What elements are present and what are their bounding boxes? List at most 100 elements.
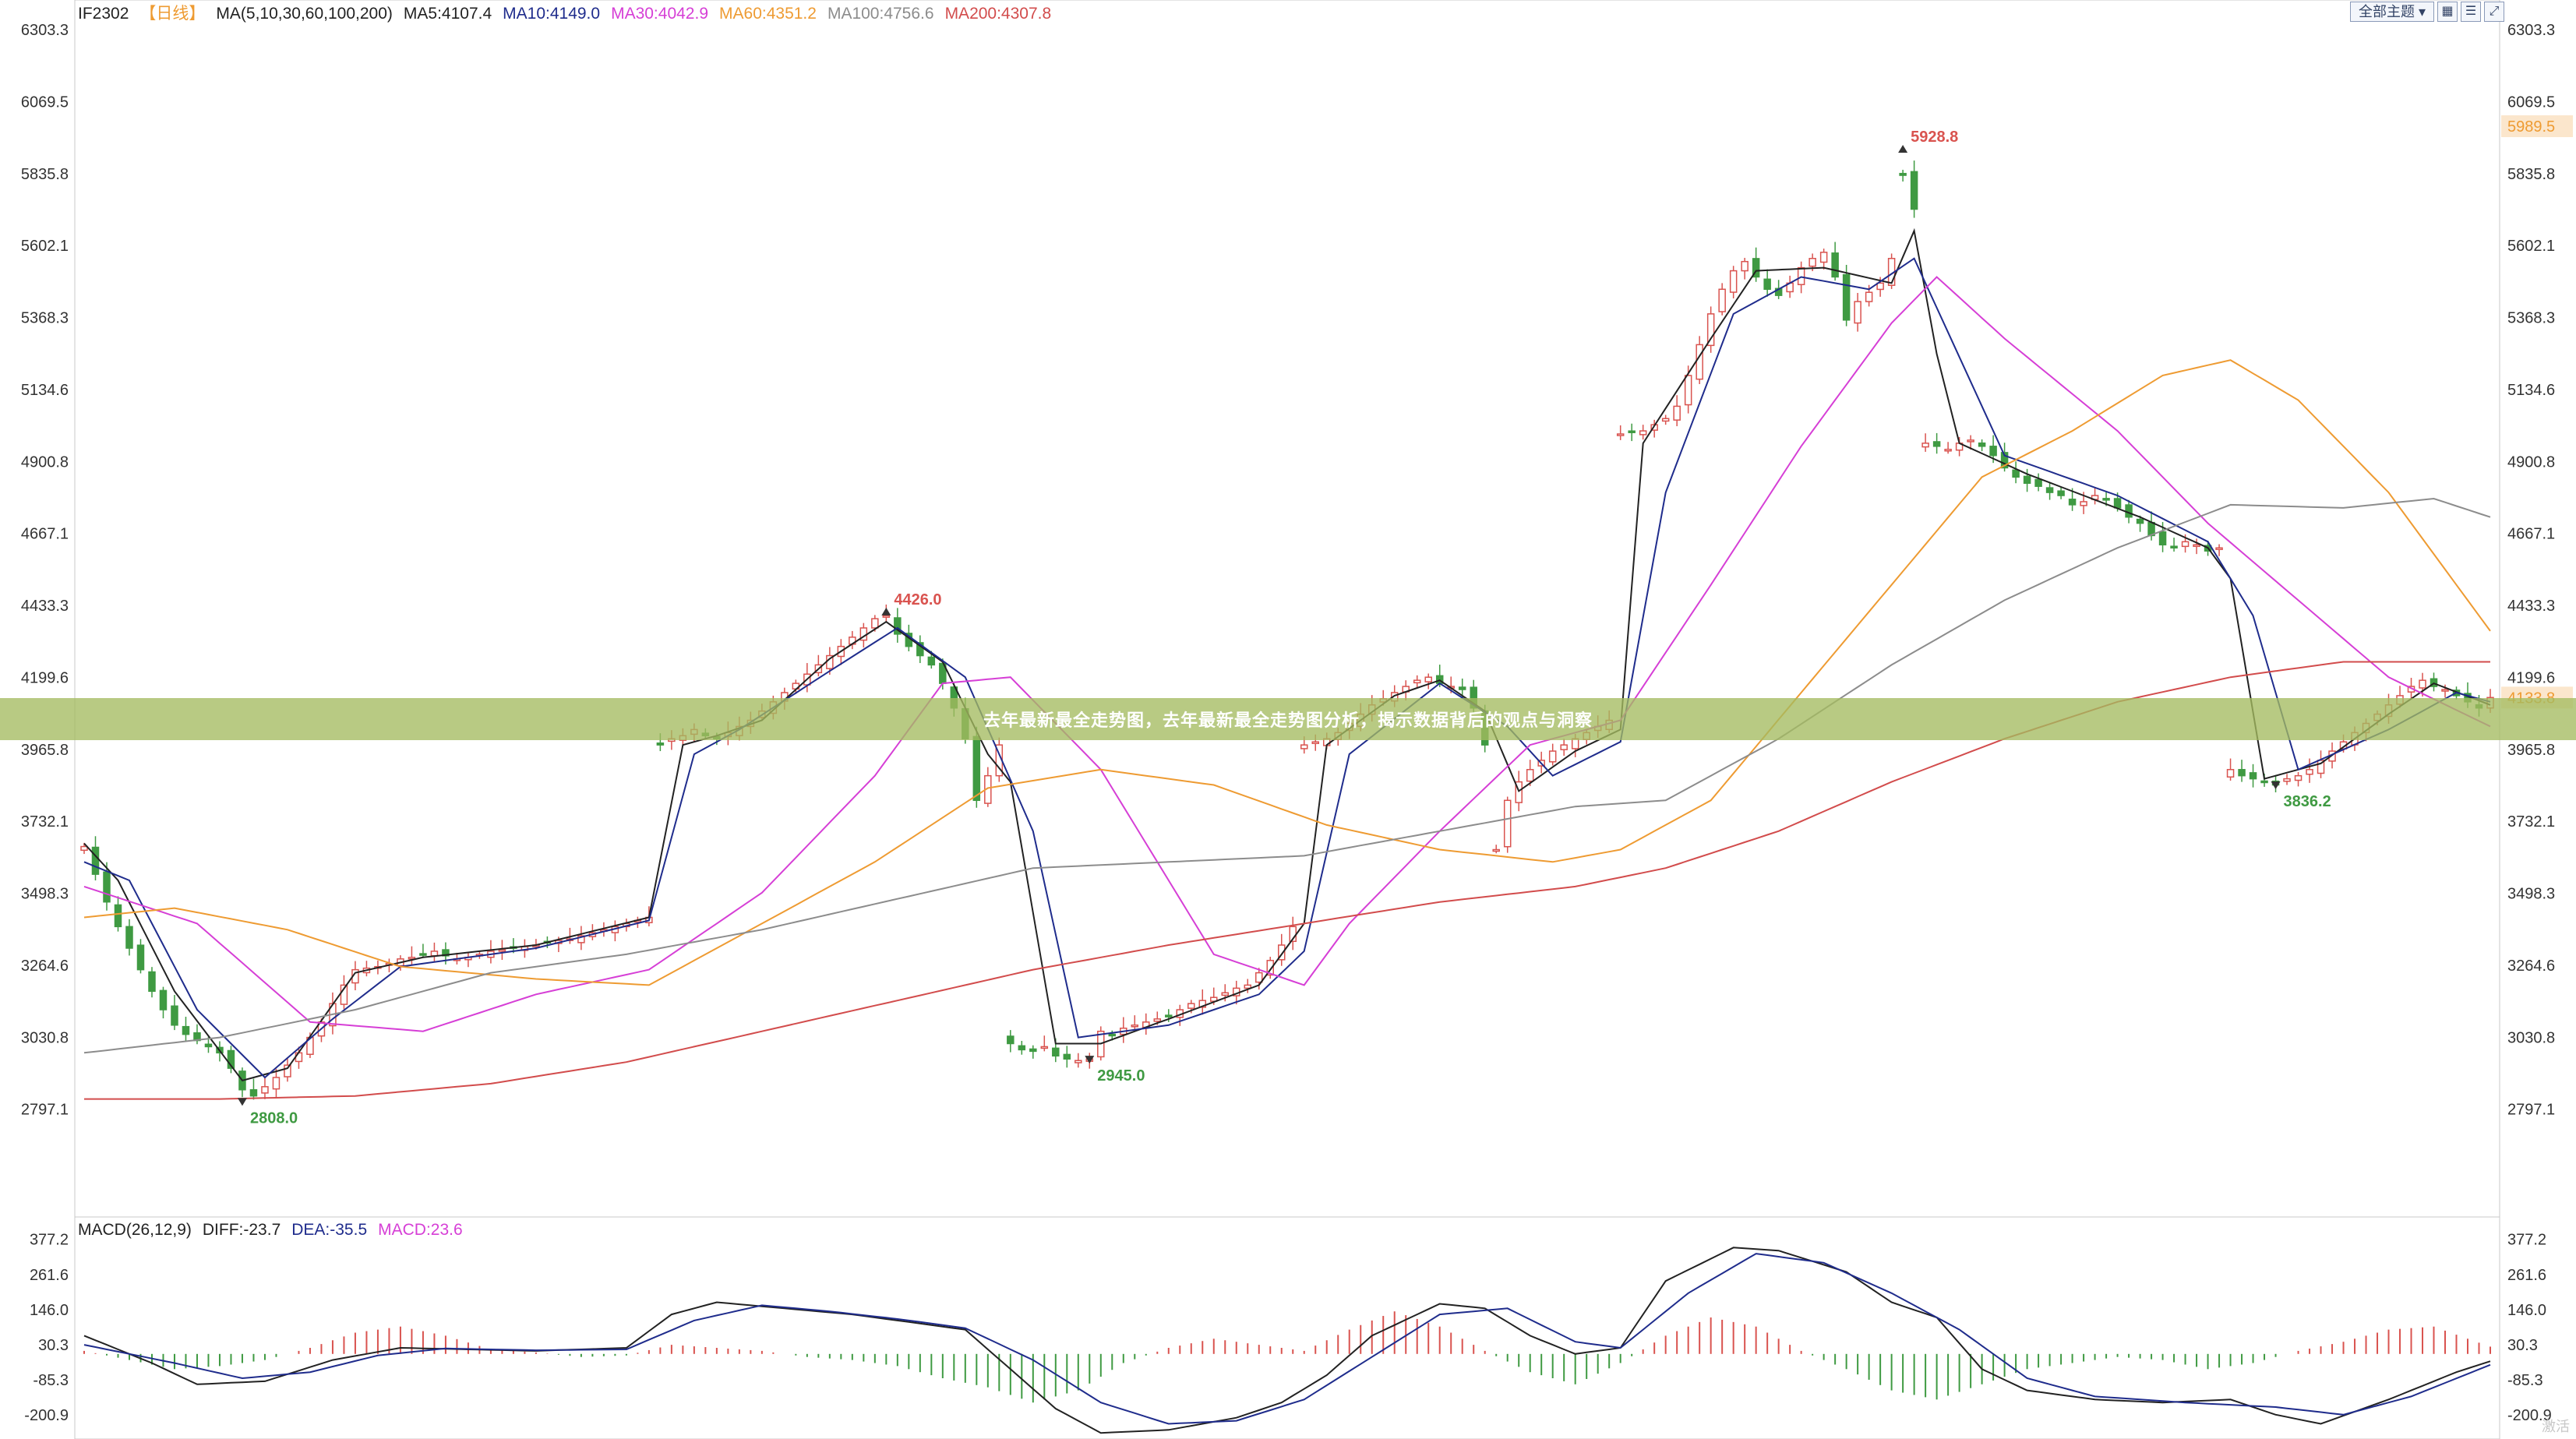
candle bbox=[1198, 989, 1207, 1015]
macd-y-tick-left: 377.2 bbox=[30, 1232, 69, 1249]
candle-body bbox=[80, 845, 88, 852]
candle bbox=[1266, 957, 1275, 979]
extreme-marker bbox=[881, 607, 891, 615]
expand-icon[interactable]: ⤢ bbox=[2484, 2, 2504, 22]
candle-body bbox=[2000, 452, 2009, 469]
candle-body bbox=[1187, 1003, 1195, 1009]
candle bbox=[1075, 1053, 1082, 1068]
candle-body bbox=[159, 989, 168, 1010]
candle bbox=[2000, 443, 2009, 472]
candle bbox=[1854, 293, 1861, 332]
candle bbox=[916, 635, 924, 664]
y-tick-label-left: 4900.8 bbox=[21, 453, 69, 471]
candle bbox=[1120, 1017, 1127, 1043]
candle-body bbox=[1153, 1018, 1162, 1022]
candle-body bbox=[1515, 781, 1523, 803]
candle bbox=[2023, 468, 2031, 492]
y-tick-label-right: 5134.6 bbox=[2507, 382, 2555, 399]
candle-body bbox=[1842, 273, 1851, 321]
y-tick-label-left: 4667.1 bbox=[21, 526, 69, 543]
candle-body bbox=[2306, 769, 2313, 775]
candle bbox=[2441, 684, 2449, 698]
candle-body bbox=[1876, 282, 1884, 291]
candle-body bbox=[1018, 1045, 1026, 1051]
candle-body bbox=[2057, 490, 2065, 496]
candle-body bbox=[419, 953, 427, 956]
legend-entry: MA30:4042.9 bbox=[611, 5, 708, 23]
grid-icon[interactable]: ▦ bbox=[2437, 2, 2458, 22]
candle bbox=[362, 961, 371, 977]
candle bbox=[1921, 433, 1929, 452]
low-label: 2945.0 bbox=[1097, 1067, 1145, 1085]
candle-body bbox=[442, 949, 450, 957]
candle bbox=[1967, 435, 1974, 450]
candle bbox=[1018, 1041, 1026, 1055]
candle-body bbox=[1571, 738, 1579, 749]
candle-body bbox=[148, 971, 156, 993]
candle-body bbox=[284, 1064, 291, 1077]
extreme-marker bbox=[1085, 1056, 1095, 1064]
candle-body bbox=[1808, 257, 1816, 267]
list-icon[interactable]: ☰ bbox=[2461, 2, 2481, 22]
candle-body bbox=[249, 1089, 258, 1097]
candle-body bbox=[1989, 446, 1997, 457]
extreme-marker bbox=[237, 1098, 247, 1106]
macd-y-tick-right: 30.3 bbox=[2507, 1337, 2538, 1354]
candle bbox=[272, 1068, 281, 1098]
candle bbox=[430, 942, 439, 962]
candle-body bbox=[1696, 344, 1703, 380]
y-tick-label-right: 5602.1 bbox=[2507, 238, 2555, 255]
y-tick-label-right: 4433.3 bbox=[2507, 598, 2555, 615]
price-tag-label: 5989.5 bbox=[2507, 118, 2555, 136]
candle-body bbox=[1300, 744, 1308, 749]
legend-entry: MA5:4107.4 bbox=[404, 5, 492, 23]
candle-body bbox=[1932, 441, 1941, 447]
candle-body bbox=[2193, 544, 2200, 548]
legend-entry: 【日线】 bbox=[139, 5, 205, 23]
title-banner: 去年最新最全走势图，去年最新最全走势图分析，揭示数据背后的观点与洞察 bbox=[0, 698, 2576, 740]
candle-body bbox=[2080, 501, 2087, 506]
candle bbox=[1842, 264, 1851, 326]
candle bbox=[261, 1077, 269, 1099]
macd-legend-entry: DIFF:-23.7 bbox=[203, 1221, 281, 1239]
candle-body bbox=[2441, 689, 2449, 692]
low-label: 2808.0 bbox=[250, 1109, 298, 1127]
candle-body bbox=[2102, 498, 2110, 501]
candle-body bbox=[927, 656, 936, 666]
legend-entry: MA100:4756.6 bbox=[827, 5, 934, 23]
macd-legend-entry: DEA:-35.5 bbox=[291, 1221, 367, 1239]
candle-body bbox=[2294, 774, 2303, 781]
candle bbox=[1944, 442, 1952, 454]
candle-body bbox=[1865, 291, 1873, 302]
candle-body bbox=[430, 951, 439, 957]
y-tick-label-left: 5835.8 bbox=[21, 166, 69, 183]
y-tick-label-right: 3498.3 bbox=[2507, 886, 2555, 903]
y-tick-label-right: 6069.5 bbox=[2507, 93, 2555, 111]
candle bbox=[1278, 933, 1286, 966]
candle-body bbox=[2181, 541, 2190, 548]
candle-body bbox=[408, 957, 416, 960]
candle bbox=[1007, 1030, 1015, 1053]
extreme-marker bbox=[1898, 144, 1908, 153]
candle bbox=[193, 1024, 201, 1045]
y-tick-label-right: 5835.8 bbox=[2507, 166, 2555, 183]
y-tick-label-left: 3965.8 bbox=[21, 742, 69, 759]
candle-body bbox=[2023, 475, 2031, 484]
candle-body bbox=[1729, 270, 1738, 293]
candle-body bbox=[1029, 1048, 1037, 1053]
candle bbox=[125, 919, 133, 956]
candle bbox=[238, 1067, 246, 1098]
candle-body bbox=[1548, 750, 1557, 763]
legend-entry: MA(5,10,30,60,100,200) bbox=[216, 5, 393, 23]
candle-body bbox=[1063, 1053, 1071, 1060]
candle bbox=[1978, 439, 1986, 452]
macd-y-tick-right: -200.9 bbox=[2507, 1407, 2552, 1424]
candle-body bbox=[882, 615, 891, 618]
candle bbox=[2430, 672, 2438, 692]
dea-line bbox=[83, 1253, 2491, 1425]
main-indicator-select[interactable]: 全部主题 ▾ bbox=[2349, 2, 2434, 22]
candle bbox=[1628, 423, 1636, 442]
candle bbox=[2057, 487, 2065, 499]
candle bbox=[2136, 515, 2144, 532]
candle-body bbox=[2170, 545, 2178, 548]
